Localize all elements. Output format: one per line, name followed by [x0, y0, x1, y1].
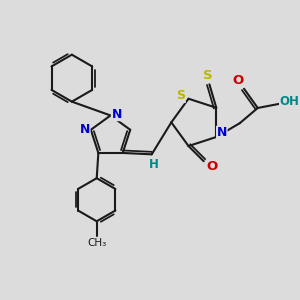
Text: S: S	[176, 89, 185, 103]
Text: H: H	[149, 158, 159, 170]
Text: S: S	[203, 70, 213, 83]
Text: O: O	[206, 160, 218, 173]
Text: N: N	[80, 123, 90, 136]
Text: OH: OH	[280, 94, 300, 108]
Text: O: O	[232, 74, 244, 87]
Text: CH₃: CH₃	[87, 238, 106, 248]
Text: N: N	[217, 126, 227, 139]
Text: N: N	[111, 108, 122, 121]
